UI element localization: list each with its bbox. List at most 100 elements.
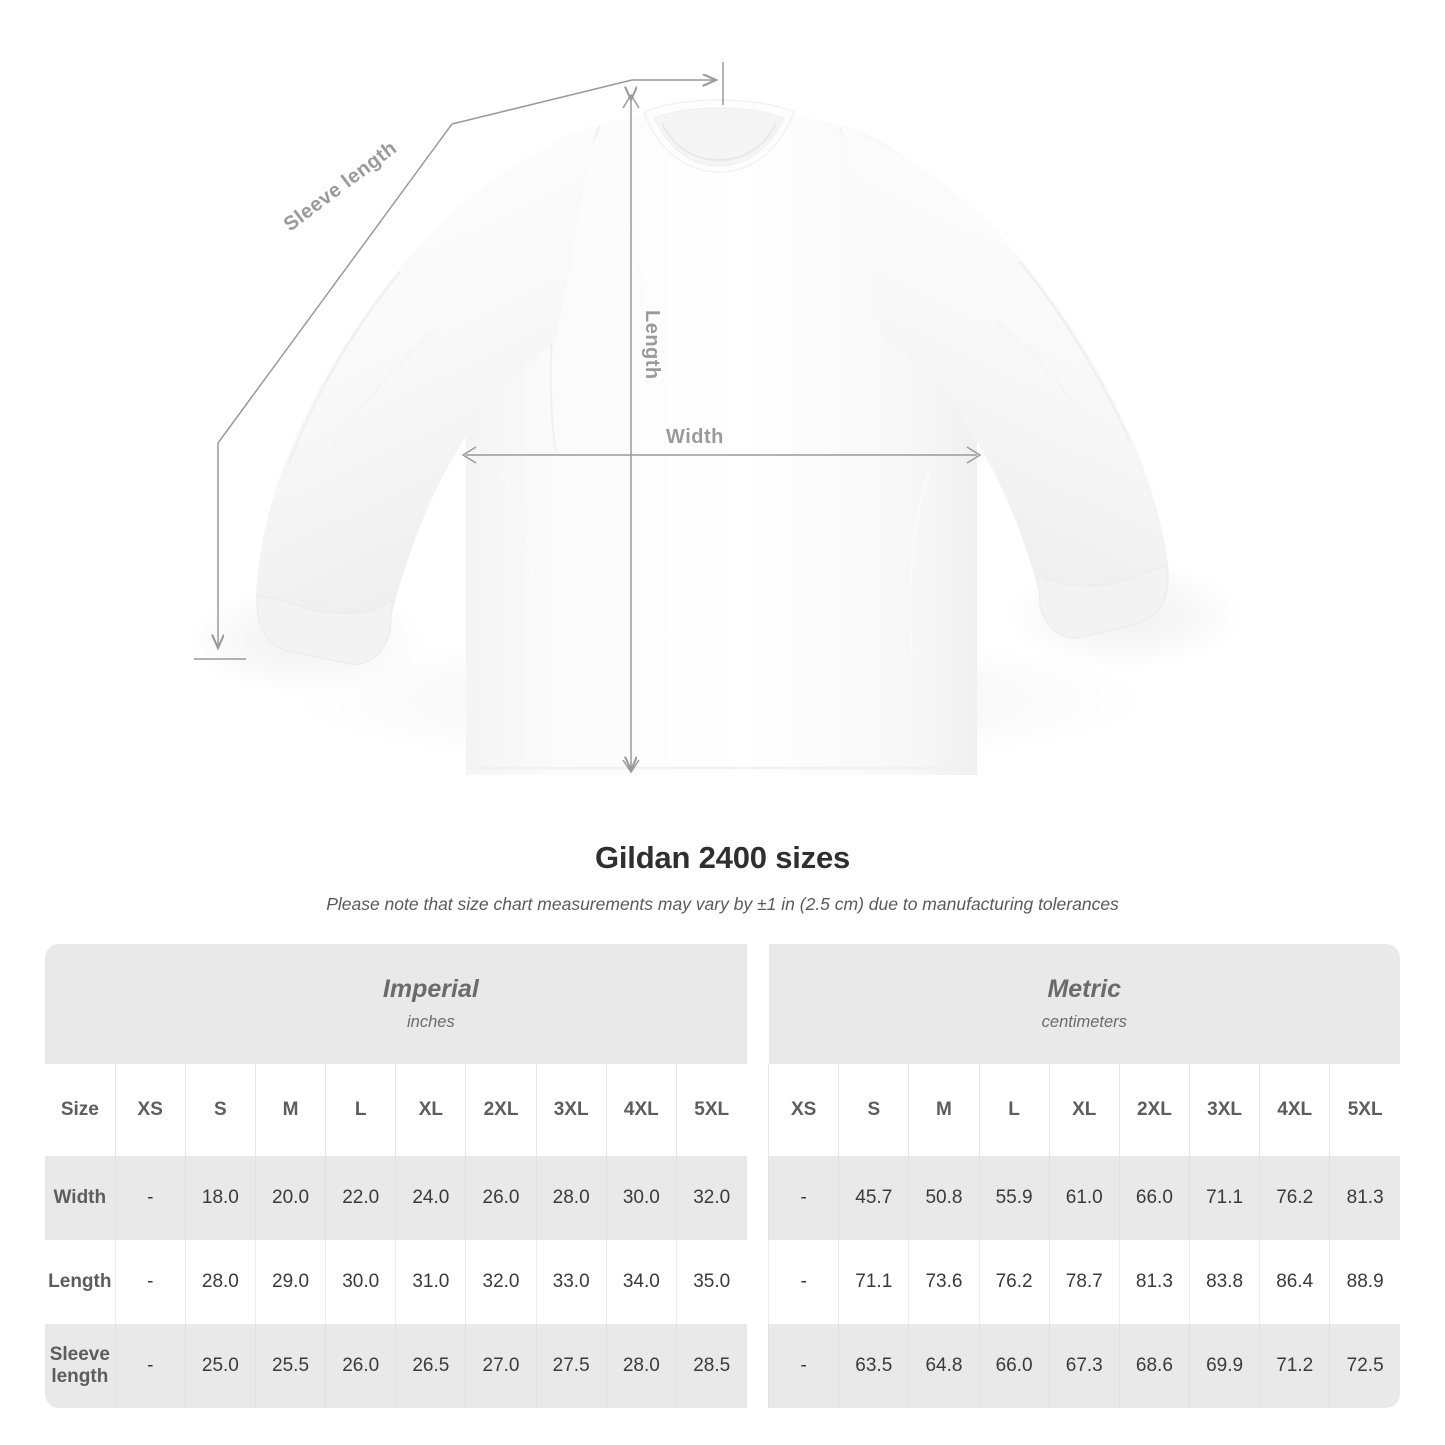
cell-length-imperial-0: - [114, 1240, 186, 1324]
sleeve-length-dimension [194, 62, 724, 660]
cell-length-imperial-7: 34.0 [605, 1240, 677, 1324]
cell-length-imperial-3: 30.0 [325, 1240, 396, 1324]
cell-width-metric-6: 71.1 [1188, 1156, 1260, 1240]
size-col-imperial-8: 5XL [675, 1064, 747, 1156]
section-divider-width [746, 1156, 769, 1240]
cell-width-metric-4: 61.0 [1048, 1156, 1120, 1240]
table-row: Width - 18.0 20.0 22.0 24.0 26.0 28.0 30… [45, 1156, 1400, 1240]
imperial-unit-header: Imperial inches [115, 944, 747, 1064]
cell-sleeve-metric-5: 68.6 [1118, 1324, 1190, 1408]
cell-length-imperial-1: 28.0 [184, 1240, 256, 1324]
size-col-metric-5: 2XL [1118, 1064, 1190, 1156]
cell-length-metric-1: 71.1 [838, 1240, 909, 1324]
cell-sleeve-imperial-0: - [114, 1324, 186, 1408]
measurement-lines [194, 62, 982, 774]
cell-width-metric-0: - [768, 1156, 839, 1240]
cell-length-metric-5: 81.3 [1118, 1240, 1190, 1324]
cell-width-metric-7: 76.2 [1259, 1156, 1330, 1240]
size-col-imperial-5: 2XL [465, 1064, 537, 1156]
cell-length-metric-7: 86.4 [1259, 1240, 1330, 1324]
title-block: Gildan 2400 sizes Please note that size … [0, 840, 1445, 915]
cell-sleeve-metric-0: - [768, 1324, 839, 1408]
cell-sleeve-imperial-4: 26.5 [395, 1324, 466, 1408]
size-col-metric-1: S [838, 1064, 909, 1156]
row-label-sleeve-length: Sleeve length [45, 1324, 116, 1408]
cell-sleeve-metric-8: 72.5 [1329, 1324, 1400, 1408]
unit-banner-row: Imperial inches Metric centimeters [45, 944, 1400, 1064]
cell-length-imperial-4: 31.0 [395, 1240, 466, 1324]
cell-length-imperial-6: 33.0 [535, 1240, 607, 1324]
cell-length-metric-2: 73.6 [908, 1240, 980, 1324]
cell-length-metric-4: 78.7 [1048, 1240, 1120, 1324]
cell-sleeve-metric-7: 71.2 [1259, 1324, 1330, 1408]
section-divider-head [746, 1064, 769, 1156]
metric-label: Metric [1047, 974, 1122, 1003]
cell-length-metric-3: 76.2 [978, 1240, 1050, 1324]
size-col-imperial-1: S [184, 1064, 256, 1156]
cell-length-imperial-2: 29.0 [254, 1240, 326, 1324]
banner-spacer-left [45, 944, 116, 1064]
size-col-metric-8: 5XL [1329, 1064, 1400, 1156]
size-col-imperial-2: M [254, 1064, 326, 1156]
size-col-imperial-0: XS [114, 1064, 186, 1156]
cell-sleeve-imperial-3: 26.0 [325, 1324, 396, 1408]
cell-sleeve-metric-6: 69.9 [1188, 1324, 1260, 1408]
cell-sleeve-imperial-8: 28.5 [675, 1324, 747, 1408]
cell-length-metric-6: 83.8 [1188, 1240, 1260, 1324]
size-col-imperial-6: 3XL [535, 1064, 607, 1156]
metric-unit-header: Metric centimeters [768, 944, 1400, 1064]
cell-width-imperial-2: 20.0 [254, 1156, 326, 1240]
sleeve-length-label: Sleeve length [280, 137, 401, 236]
table-row: Length - 28.0 29.0 30.0 31.0 32.0 33.0 3… [45, 1240, 1400, 1324]
size-chart-table: Imperial inches Metric centimeters Size … [45, 944, 1400, 1408]
cell-width-metric-2: 50.8 [908, 1156, 980, 1240]
size-col-metric-4: XL [1048, 1064, 1120, 1156]
row-label-width: Width [45, 1156, 116, 1240]
size-col-imperial-7: 4XL [605, 1064, 677, 1156]
cell-length-imperial-8: 35.0 [675, 1240, 747, 1324]
garment-body [255, 99, 1169, 775]
cell-sleeve-imperial-1: 25.0 [184, 1324, 256, 1408]
section-divider [746, 944, 769, 1064]
cell-width-metric-3: 55.9 [978, 1156, 1050, 1240]
metric-sublabel: centimeters [1041, 1013, 1127, 1032]
imperial-label: Imperial [382, 974, 479, 1003]
cell-width-metric-8: 81.3 [1329, 1156, 1400, 1240]
page-title: Gildan 2400 sizes [594, 840, 851, 875]
size-col-imperial-4: XL [395, 1064, 466, 1156]
cell-width-imperial-7: 30.0 [605, 1156, 677, 1240]
cell-width-metric-1: 45.7 [838, 1156, 909, 1240]
garment-diagram: Sleeve length Length Width [185, 62, 1245, 775]
cell-width-imperial-1: 18.0 [184, 1156, 256, 1240]
cell-width-imperial-3: 22.0 [325, 1156, 396, 1240]
size-chart-table-wrapper: Imperial inches Metric centimeters Size … [45, 944, 1400, 1408]
length-label: Length [641, 310, 663, 380]
cell-sleeve-imperial-7: 28.0 [605, 1324, 677, 1408]
cell-width-imperial-0: - [114, 1156, 186, 1240]
cell-width-metric-5: 66.0 [1118, 1156, 1190, 1240]
cell-width-imperial-5: 26.0 [465, 1156, 537, 1240]
cell-sleeve-metric-4: 67.3 [1048, 1324, 1120, 1408]
table-row: Sleeve length - 25.0 25.5 26.0 26.5 27.0… [45, 1324, 1400, 1408]
size-col-metric-7: 4XL [1259, 1064, 1330, 1156]
imperial-sublabel: inches [407, 1013, 455, 1032]
section-divider-sleeve [746, 1324, 769, 1408]
row-label-length: Length [45, 1240, 116, 1324]
cell-sleeve-metric-2: 64.8 [908, 1324, 980, 1408]
size-col-metric-0: XS [768, 1064, 839, 1156]
width-label: Width [666, 426, 724, 448]
cell-sleeve-metric-3: 66.0 [978, 1324, 1050, 1408]
size-header-label: Size [45, 1064, 116, 1156]
size-col-imperial-3: L [325, 1064, 396, 1156]
length-dimension [622, 95, 640, 774]
cell-sleeve-imperial-6: 27.5 [535, 1324, 607, 1408]
tolerance-note: Please note that size chart measurements… [326, 894, 1119, 914]
cell-length-metric-0: - [768, 1240, 839, 1324]
cell-width-imperial-8: 32.0 [675, 1156, 747, 1240]
cell-width-imperial-6: 28.0 [535, 1156, 607, 1240]
cell-length-metric-8: 88.9 [1329, 1240, 1400, 1324]
cell-sleeve-imperial-5: 27.0 [465, 1324, 537, 1408]
size-col-metric-3: L [978, 1064, 1050, 1156]
width-dimension [461, 446, 982, 464]
size-col-metric-2: M [908, 1064, 980, 1156]
